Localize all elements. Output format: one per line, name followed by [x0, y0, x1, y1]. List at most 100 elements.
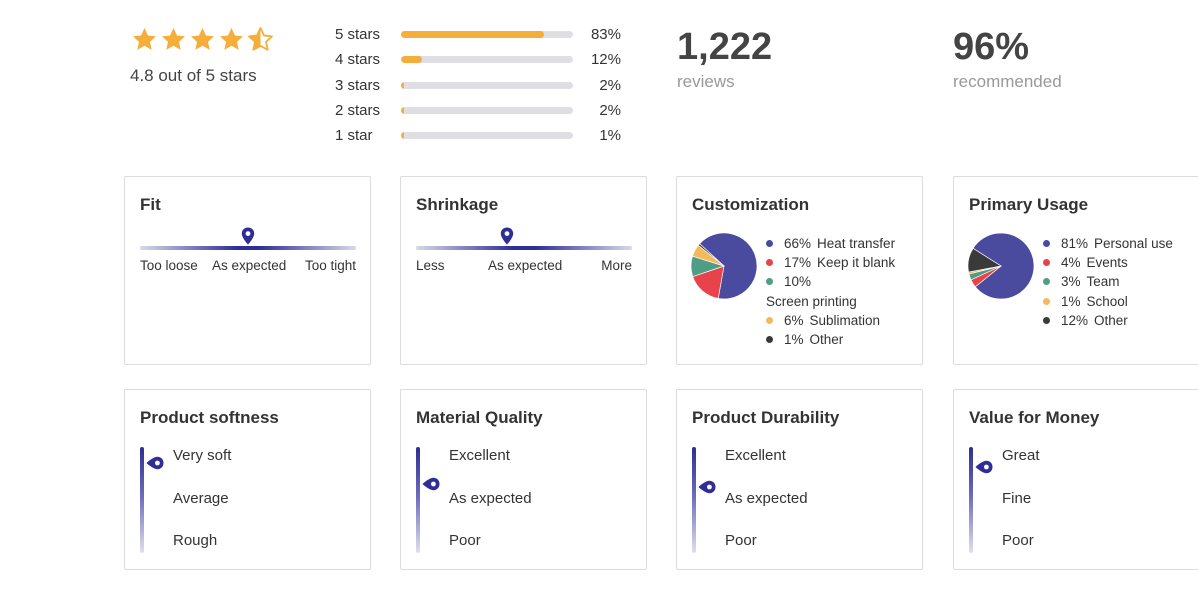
scale-label-top: Excellent [725, 447, 786, 464]
reviews-count: 1,222 [677, 26, 773, 68]
scale-label-bottom: Poor [449, 532, 481, 549]
distribution-pct: 83% [590, 26, 621, 43]
legend-pct: 12% [1061, 312, 1089, 328]
legend-pct: 1% [784, 331, 804, 347]
legend-item: 12% Other [1043, 312, 1193, 331]
rating-summary: 4.8 out of 5 stars 5 stars 83% 4 stars 12% 3… [0, 0, 1198, 170]
distribution-bar-fill [401, 132, 404, 140]
softness-card: Product softness Very soft Average Rough [124, 389, 371, 570]
distribution-bar-fill [401, 81, 405, 89]
star-rating [131, 26, 274, 53]
legend-item: 10% [766, 273, 916, 292]
durability-card: Product Durability Excellent As expected… [676, 389, 923, 570]
primary-usage-legend: 81% Personal use 4% Events 3% Team 1% School 12%… [1043, 235, 1193, 331]
legend-item: 66% Heat transfer [766, 235, 916, 254]
recommended-pct: 96% [953, 26, 1030, 68]
rating-text: 4.8 out of 5 stars [130, 66, 257, 85]
scale-track [692, 447, 696, 553]
primary-usage-card: Primary Usage 81% Personal use 4% Events 3% T… [953, 176, 1198, 365]
distribution-row: 5 stars 83% [335, 25, 625, 50]
star-icon [160, 26, 187, 53]
location-pin-icon [698, 481, 716, 494]
location-pin-icon [422, 477, 440, 491]
card-title: Fit [140, 195, 161, 214]
scale-label-top: Very soft [173, 447, 232, 464]
legend-dot-icon [766, 316, 773, 324]
legend-pct: 17% [784, 255, 812, 271]
legend-label: Team [1086, 274, 1120, 290]
legend-item: 17% Keep it blank [766, 254, 916, 273]
distribution-bar [401, 106, 573, 114]
distribution-pct: 1% [599, 127, 621, 145]
distribution-label: 4 stars [335, 51, 381, 69]
scale-label-middle: As expected [725, 490, 808, 507]
star-icon [131, 26, 158, 53]
scale-label-left: Less [416, 258, 445, 273]
material-quality-card: Material Quality Excellent As expected P… [400, 389, 647, 570]
reviews-label: reviews [677, 72, 735, 91]
distribution-bar-fill [401, 31, 544, 38]
pie-slice [968, 247, 1002, 273]
card-title: Customization [692, 195, 810, 214]
legend-pct: 6% [784, 312, 804, 328]
scale-label-top: Excellent [449, 447, 510, 464]
legend-item: 6% Sublimation [766, 312, 916, 331]
distribution-label: 2 stars [335, 101, 381, 119]
legend-label: Heat transfer [817, 236, 896, 251]
half-star-icon [247, 26, 274, 53]
legend-dot-icon [1043, 240, 1050, 247]
distribution-bar-fill [401, 56, 422, 64]
card-title: Shrinkage [416, 195, 499, 214]
scale-label-middle: As expected [488, 258, 563, 273]
fit-card: Fit Too loose As expected Too tight [124, 176, 371, 365]
star-icon [218, 26, 245, 53]
legend-item: 4% Events [1043, 254, 1193, 273]
scale-track [140, 246, 356, 250]
scale-label-middle: Average [173, 490, 229, 507]
scale-track [416, 447, 420, 553]
legend-item: 1% Other [766, 331, 916, 350]
customization-legend: 66% Heat transfer 17% Keep it blank 10% Scree… [766, 235, 916, 350]
fit-scale: Too loose As expected Too tight [140, 227, 356, 273]
distribution-bar [401, 132, 573, 140]
legend-item: 1% School [1043, 293, 1193, 312]
reviews-stat: 1,222 reviews [677, 25, 772, 92]
value-for-money-card: Value for Money Great Fine Poor [953, 389, 1198, 570]
legend-pct: 10% [784, 274, 812, 290]
scale-label-middle: As expected [449, 490, 532, 507]
distribution-row: 1 star 1% [335, 126, 625, 151]
legend-pct: 4% [1061, 255, 1081, 271]
star-icon [189, 26, 216, 53]
distribution-bar [401, 56, 573, 64]
scale-label-bottom: Poor [725, 532, 757, 549]
legend-dot-icon [766, 278, 773, 286]
legend-dot-icon [766, 240, 773, 247]
material-quality-scale: Excellent As expected Poor [416, 447, 636, 553]
softness-scale: Very soft Average Rough [140, 447, 360, 553]
legend-label: Events [1086, 255, 1128, 271]
location-pin-icon [241, 227, 255, 245]
legend-pct: 66% [784, 236, 812, 251]
recommended-stat: 96% recommended [953, 25, 1062, 92]
card-title: Product Durability [692, 408, 840, 427]
legend-item: 3% Team [1043, 273, 1193, 292]
scale-label-middle: Fine [1002, 490, 1032, 507]
scale-label-bottom: Poor [1002, 532, 1034, 549]
distribution-bar [401, 31, 573, 38]
distribution-pct: 2% [599, 101, 621, 119]
location-pin-icon [975, 460, 993, 474]
legend-label: Sublimation [809, 312, 881, 328]
distribution-row: 3 stars 2% [335, 76, 625, 101]
distribution-row: 2 stars 2% [335, 101, 625, 126]
legend-dot-icon [1043, 316, 1050, 324]
distribution-bar-fill [401, 106, 405, 114]
legend-dot-icon [1043, 259, 1050, 267]
card-title: Product softness [140, 408, 279, 427]
legend-label: School [1086, 293, 1128, 309]
card-title: Primary Usage [969, 195, 1089, 214]
legend-label: Other [1094, 312, 1128, 328]
location-pin-icon [500, 227, 513, 245]
pie-slice [697, 243, 725, 267]
legend-label: Other [809, 331, 844, 347]
legend-dot-icon [766, 335, 773, 343]
